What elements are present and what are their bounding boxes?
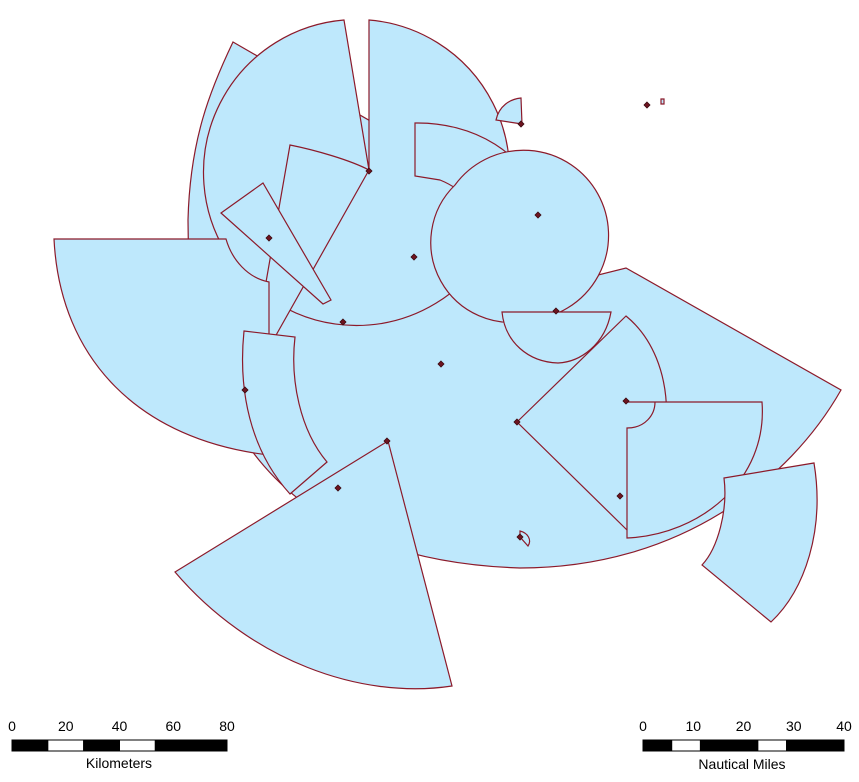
- scalebar-nautical-miles-segment: [757, 739, 788, 752]
- scalebar-kilometers-segment: [190, 739, 228, 752]
- coverage-sector-diagonal: [220, 182, 332, 305]
- site-marker[interactable]: [265, 234, 273, 242]
- site-marker[interactable]: [437, 360, 445, 368]
- site-marker[interactable]: [339, 318, 347, 326]
- scalebar-kilometers-tick-label: 40: [112, 718, 128, 734]
- scalebar-nautical-miles-segment: [671, 739, 701, 752]
- scalebar-kilometers-tick-label: 60: [165, 718, 181, 734]
- site-marker[interactable]: [622, 397, 630, 405]
- site-marker[interactable]: [410, 253, 418, 261]
- coverage-sector-tiny-northeast: [660, 98, 665, 105]
- site-marker[interactable]: [334, 484, 342, 492]
- site-marker[interactable]: [552, 307, 560, 315]
- site-marker[interactable]: [513, 418, 521, 426]
- site-marker[interactable]: [365, 167, 373, 175]
- scalebar-kilometers-tick-label: 0: [8, 718, 16, 734]
- scalebar-kilometers-tick-label: 20: [58, 718, 74, 734]
- scalebar-nautical-miles-tick-label: 10: [685, 718, 701, 734]
- scalebar-nautical-miles-tick-label: 30: [786, 718, 802, 734]
- site-marker[interactable]: [383, 437, 391, 445]
- scalebar-kilometers-segment: [11, 739, 49, 752]
- scalebar-kilometers: 0 20 40 60 80 Kilometers: [8, 718, 235, 771]
- scalebar-kilometers-label: Kilometers: [86, 755, 152, 771]
- scalebar-nautical-miles-tick-label: 20: [736, 718, 752, 734]
- coverage-sector-tiny-top: [495, 97, 523, 125]
- scalebar-nautical-miles-segment: [728, 739, 759, 752]
- coverage-sector-tiny-south: [519, 530, 531, 547]
- scalebar-nautical-miles: 0 10 20 30 40 Nautical Miles: [639, 718, 852, 772]
- coverage-sector-south: [174, 440, 453, 690]
- scalebar-nautical-miles-segment: [642, 739, 673, 752]
- scalebar-nautical-miles-segment: [786, 739, 816, 752]
- scalebar-nautical-miles-segment: [699, 739, 730, 752]
- scalebar-kilometers-segment: [83, 739, 120, 752]
- coverage-sector-southeast-quarter: [626, 401, 763, 539]
- site-marker[interactable]: [517, 120, 525, 128]
- site-marker[interactable]: [643, 101, 651, 109]
- scalebar-nautical-miles-tick-label: 0: [639, 718, 647, 734]
- coverage-sector-mid-half: [501, 311, 612, 364]
- scalebar-kilometers-segment: [119, 739, 156, 752]
- coverage-sector-mid-circle: [430, 149, 610, 323]
- site-markers: [241, 101, 651, 541]
- site-marker[interactable]: [534, 211, 542, 219]
- scalebar-nautical-miles-segment: [814, 739, 845, 752]
- scalebar-kilometers-segment: [47, 739, 85, 752]
- scalebar-kilometers-segment: [154, 739, 192, 752]
- site-marker[interactable]: [616, 492, 624, 500]
- coverage-sector-left-vertical: [241, 330, 328, 495]
- coverage-sector-west: [53, 238, 270, 456]
- scalebar-nautical-miles-label: Nautical Miles: [698, 756, 785, 772]
- scalebar-kilometers-tick-label: 80: [219, 718, 235, 734]
- site-marker[interactable]: [241, 386, 249, 394]
- coverage-sector-far-southeast: [701, 462, 818, 623]
- scalebar-nautical-miles-tick-label: 40: [836, 718, 852, 734]
- site-marker[interactable]: [516, 533, 524, 541]
